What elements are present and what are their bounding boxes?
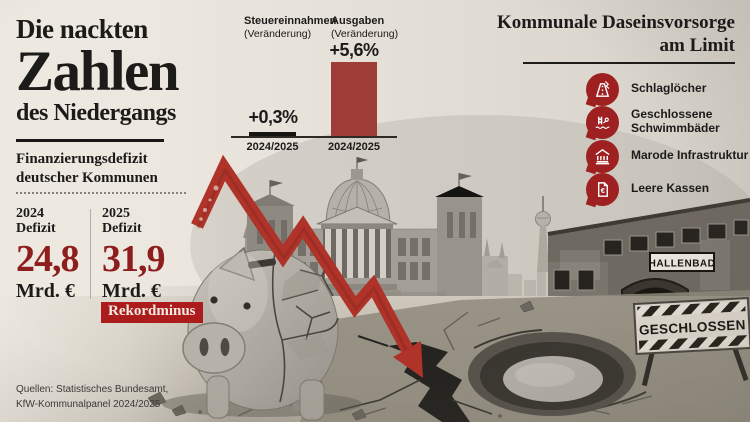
closed-pool-icon: [585, 105, 619, 140]
empty-coffers-icon: €: [585, 172, 619, 207]
deficit-label: Defizit: [16, 221, 56, 236]
deficit-year: 2024: [16, 206, 44, 221]
svg-text:€: €: [601, 186, 606, 195]
subtitle: Finanzierungsdefizit deutscher Kommunen: [16, 150, 158, 188]
record-badge: Rekordminus: [101, 302, 203, 323]
deficit-value: 24,8: [16, 238, 80, 280]
deficit-label: Defizit: [102, 221, 142, 236]
dotted-divider: [16, 192, 186, 194]
bar-period-revenue: 2024/2025: [246, 141, 299, 153]
headline-rule: [16, 139, 164, 142]
deficit-2024: 2024 Defizit 24,8 Mrd. €: [16, 206, 100, 302]
deficit-year: 2025: [102, 206, 130, 221]
service-item-potholes: Schlaglöcher: [585, 72, 749, 107]
pothole-road-icon: [585, 72, 619, 107]
ruined-building-icon: [585, 139, 619, 174]
bar-value-spending: +5,6%: [329, 40, 379, 60]
chart-group-label-revenue: Steuereinnahmen (Veränderung): [244, 15, 337, 40]
deficit-unit: Mrd. €: [102, 280, 161, 302]
services-rule: [523, 62, 735, 64]
sources-line1: Quellen: Statistisches Bundesamt,: [16, 384, 169, 395]
sources: Quellen: Statistisches Bundesamt, KfW-Ko…: [16, 383, 168, 412]
bar-revenue: [249, 132, 296, 137]
headline-line2: Zahlen: [16, 40, 180, 103]
sources-line2: KfW-Kommunalpanel 2024/2025: [16, 398, 161, 410]
chart-group-label-spending: Ausgaben (Veränderung): [331, 15, 399, 40]
service-item-infrastructure: Marode Infrastruktur: [585, 139, 749, 174]
bar-period-spending: 2024/2025: [328, 141, 380, 153]
headline-line3: des Niedergangs: [16, 100, 176, 126]
service-item-pools: Geschlossene Schwimmbäder: [585, 105, 749, 140]
deficit-unit: Mrd. €: [16, 280, 75, 302]
subtitle-line1: Finanzierungsdefizit: [16, 151, 148, 167]
chart-baseline: [231, 136, 397, 138]
service-item-finances: € Leere Kassen: [585, 172, 749, 207]
stat-divider: [90, 209, 91, 299]
headline-line1: Die nackten: [16, 14, 148, 44]
bar-value-revenue: +0,3%: [248, 107, 298, 127]
headline: Die nackten Zahlen des Niedergangs: [16, 14, 180, 127]
deficit-2025: 2025 Defizit 31,9 Mrd. €: [102, 206, 186, 302]
deficit-value: 31,9: [102, 238, 166, 280]
subtitle-line2: deutscher Kommunen: [16, 170, 158, 187]
bar-spending: [331, 62, 377, 137]
services-title: Kommunale Daseinsvorsorge am Limit: [496, 12, 735, 56]
